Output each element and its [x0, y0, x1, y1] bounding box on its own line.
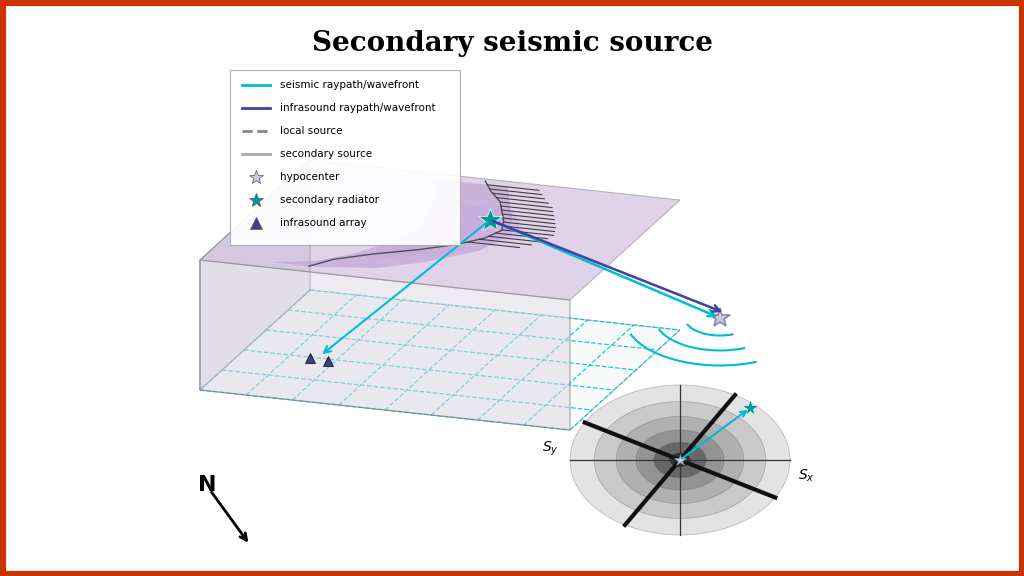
Text: secondary radiator: secondary radiator [280, 195, 379, 205]
Ellipse shape [616, 416, 743, 503]
Ellipse shape [594, 401, 766, 518]
Text: Secondary seismic source: Secondary seismic source [311, 30, 713, 57]
Text: infrasound raypath/wavefront: infrasound raypath/wavefront [280, 103, 435, 113]
Text: local source: local source [280, 126, 342, 136]
Ellipse shape [653, 442, 707, 478]
Text: secondary source: secondary source [280, 149, 372, 159]
Text: $S_y$: $S_y$ [542, 440, 559, 458]
Polygon shape [200, 260, 570, 430]
Text: N: N [198, 475, 216, 495]
Polygon shape [272, 179, 512, 268]
Polygon shape [362, 204, 519, 258]
Polygon shape [200, 160, 310, 390]
Polygon shape [450, 223, 525, 248]
Ellipse shape [636, 430, 724, 490]
Polygon shape [200, 160, 680, 300]
Text: hypocenter: hypocenter [280, 172, 339, 182]
Polygon shape [200, 290, 680, 430]
Ellipse shape [669, 453, 691, 468]
Text: seismic raypath/wavefront: seismic raypath/wavefront [280, 80, 419, 90]
Text: infrasound array: infrasound array [280, 218, 367, 228]
Text: $S_x$: $S_x$ [798, 468, 815, 484]
Ellipse shape [570, 385, 790, 535]
Polygon shape [230, 70, 460, 245]
